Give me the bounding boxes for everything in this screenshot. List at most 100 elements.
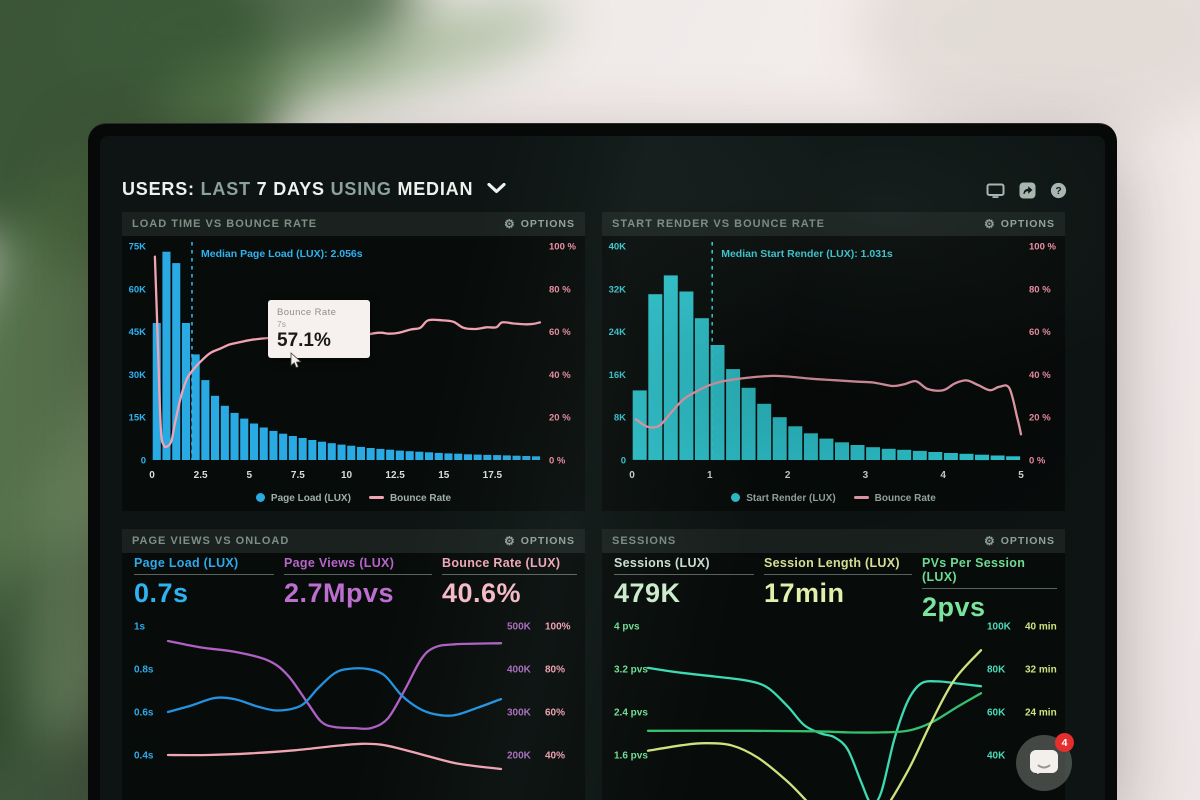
svg-text:100K: 100K <box>987 622 1012 633</box>
metric-page-load: Page Load (LUX) 0.7s <box>134 556 274 609</box>
svg-text:5: 5 <box>246 470 252 481</box>
metric-row: Page Load (LUX) 0.7s Page Views (LUX) 2.… <box>122 556 585 614</box>
svg-text:100%: 100% <box>545 622 571 633</box>
svg-text:0: 0 <box>149 470 155 481</box>
svg-text:80K: 80K <box>987 665 1006 676</box>
sessions-line-chart[interactable]: 4 pvs 3.2 pvs 2.4 pvs 1.6 pvs 100K 80K 60K 40K 4… <box>602 614 1065 800</box>
gear-icon: ⚙ <box>983 534 996 548</box>
svg-text:60K: 60K <box>129 284 147 295</box>
svg-text:0 %: 0 % <box>1029 456 1046 467</box>
title-median: MEDIAN <box>397 179 474 199</box>
svg-text:40 %: 40 % <box>549 370 571 381</box>
svg-text:2.5: 2.5 <box>194 470 208 481</box>
svg-text:60 %: 60 % <box>1029 327 1051 338</box>
svg-text:32K: 32K <box>609 284 627 295</box>
mouse-cursor-icon <box>290 352 303 374</box>
svg-text:1: 1 <box>707 470 713 481</box>
svg-text:40 %: 40 % <box>1029 370 1051 381</box>
svg-text:75K: 75K <box>129 242 147 253</box>
legend-dot <box>731 493 741 502</box>
svg-text:32 min: 32 min <box>1025 665 1057 676</box>
svg-text:300K: 300K <box>507 708 532 719</box>
dashboard-screen: USERS: LAST 7 DAYS USING MEDIAN ? <box>100 136 1105 800</box>
options-button[interactable]: ⚙ OPTIONS <box>503 534 575 548</box>
svg-text:1.6 pvs: 1.6 pvs <box>614 751 648 762</box>
svg-text:5: 5 <box>1018 470 1024 481</box>
svg-text:0 %: 0 % <box>549 456 566 467</box>
svg-text:45K: 45K <box>129 327 147 338</box>
svg-text:3: 3 <box>863 470 869 481</box>
svg-text:0.8s: 0.8s <box>134 665 154 676</box>
svg-text:80 %: 80 % <box>549 284 571 295</box>
svg-text:0.4s: 0.4s <box>134 751 154 762</box>
svg-text:8K: 8K <box>614 413 626 424</box>
gear-icon: ⚙ <box>503 217 516 231</box>
metric-session-length: Session Length (LUX) 17min <box>764 556 912 609</box>
panel-title: START RENDER VS BOUNCE RATE <box>612 218 825 230</box>
svg-text:1s: 1s <box>134 622 146 633</box>
panel-load-time-vs-bounce-rate: LOAD TIME VS BOUNCE RATE ⚙ OPTIONS 75K 60K… <box>122 212 585 511</box>
svg-text:0: 0 <box>629 470 635 481</box>
svg-text:Median Start Render (LUX): 1.0: Median Start Render (LUX): 1.031s <box>721 248 893 260</box>
chart-legend: Start Render (LUX) Bounce Rate <box>602 493 1065 504</box>
panel-header: START RENDER VS BOUNCE RATE ⚙ OPTIONS <box>602 212 1065 236</box>
display-icon[interactable] <box>986 183 1005 199</box>
svg-text:10: 10 <box>341 470 353 481</box>
options-button[interactable]: ⚙ OPTIONS <box>983 217 1055 231</box>
metric-page-views: Page Views (LUX) 2.7Mpvs <box>284 556 432 609</box>
panel-header: LOAD TIME VS BOUNCE RATE ⚙ OPTIONS <box>122 212 585 236</box>
svg-text:17.5: 17.5 <box>483 470 503 481</box>
metric-row: Sessions (LUX) 479K Session Length (LUX)… <box>602 556 1065 622</box>
panel-title: SESSIONS <box>612 535 677 547</box>
svg-text:24 min: 24 min <box>1025 708 1057 719</box>
svg-text:500K: 500K <box>507 622 532 633</box>
page-title[interactable]: USERS: LAST 7 DAYS USING MEDIAN <box>122 178 506 200</box>
title-users: USERS: <box>122 179 195 199</box>
tooltip-subtitle: 7s <box>277 319 286 329</box>
gear-icon: ⚙ <box>503 534 516 548</box>
chart-legend: Page Load (LUX) Bounce Rate <box>122 493 585 504</box>
page-views-line-chart[interactable]: 1s 0.8s 0.6s 0.4s 500K 400K 300K 200K 100% 80% 60%… <box>122 614 585 800</box>
gear-icon: ⚙ <box>983 217 996 231</box>
svg-text:40 min: 40 min <box>1025 622 1057 633</box>
svg-text:16K: 16K <box>609 370 627 381</box>
chevron-down-icon[interactable] <box>487 178 506 199</box>
panel-header: SESSIONS ⚙ OPTIONS <box>602 529 1065 553</box>
panel-page-views-vs-onload: PAGE VIEWS VS ONLOAD ⚙ OPTIONS Page Load … <box>122 529 585 800</box>
svg-text:80 %: 80 % <box>1029 284 1051 295</box>
share-icon[interactable] <box>1019 182 1036 199</box>
title-using: USING <box>330 179 392 199</box>
svg-text:100 %: 100 % <box>1029 242 1056 253</box>
svg-text:30K: 30K <box>129 370 147 381</box>
title-last: LAST <box>200 179 251 199</box>
svg-text:7.5: 7.5 <box>291 470 305 481</box>
options-button[interactable]: ⚙ OPTIONS <box>983 534 1055 548</box>
svg-text:40%: 40% <box>545 751 565 762</box>
svg-text:60 %: 60 % <box>549 327 571 338</box>
svg-text:60%: 60% <box>545 708 565 719</box>
svg-text:80%: 80% <box>545 665 565 676</box>
svg-text:15K: 15K <box>129 413 147 424</box>
chat-widget-button[interactable]: 4 <box>1016 733 1074 791</box>
help-icon[interactable]: ? <box>1050 182 1067 199</box>
tooltip-value: 57.1% <box>277 330 331 351</box>
svg-text:3.2 pvs: 3.2 pvs <box>614 665 648 676</box>
legend-dash <box>853 496 869 499</box>
svg-text:24K: 24K <box>609 327 627 338</box>
svg-text:40K: 40K <box>987 751 1006 762</box>
metric-bounce-rate: Bounce Rate (LUX) 40.6% <box>442 556 577 609</box>
svg-text:40K: 40K <box>609 242 627 253</box>
legend-item-line: Bounce Rate <box>368 493 451 504</box>
wall-highlight <box>860 0 1200 140</box>
svg-text:60K: 60K <box>987 708 1006 719</box>
load-time-histogram-chart[interactable]: 75K 60K 45K 30K 15K 0 100 % 80 % 60 % 40 % 20 % 0 %… <box>122 236 585 486</box>
svg-text:Median Page Load (LUX): 2.056s: Median Page Load (LUX): 2.056s <box>201 248 363 260</box>
start-render-histogram-chart[interactable]: 40K 32K 24K 16K 8K 0 100 % 80 % 60 % 40 % 20 % 0 % 0… <box>602 236 1065 486</box>
svg-text:4 pvs: 4 pvs <box>614 622 640 633</box>
svg-text:2: 2 <box>785 470 791 481</box>
svg-text:20 %: 20 % <box>549 413 571 424</box>
legend-item-line: Bounce Rate <box>853 493 936 504</box>
laptop: USERS: LAST 7 DAYS USING MEDIAN ? <box>88 123 1117 800</box>
options-button[interactable]: ⚙ OPTIONS <box>503 217 575 231</box>
panel-title: PAGE VIEWS VS ONLOAD <box>132 535 290 547</box>
